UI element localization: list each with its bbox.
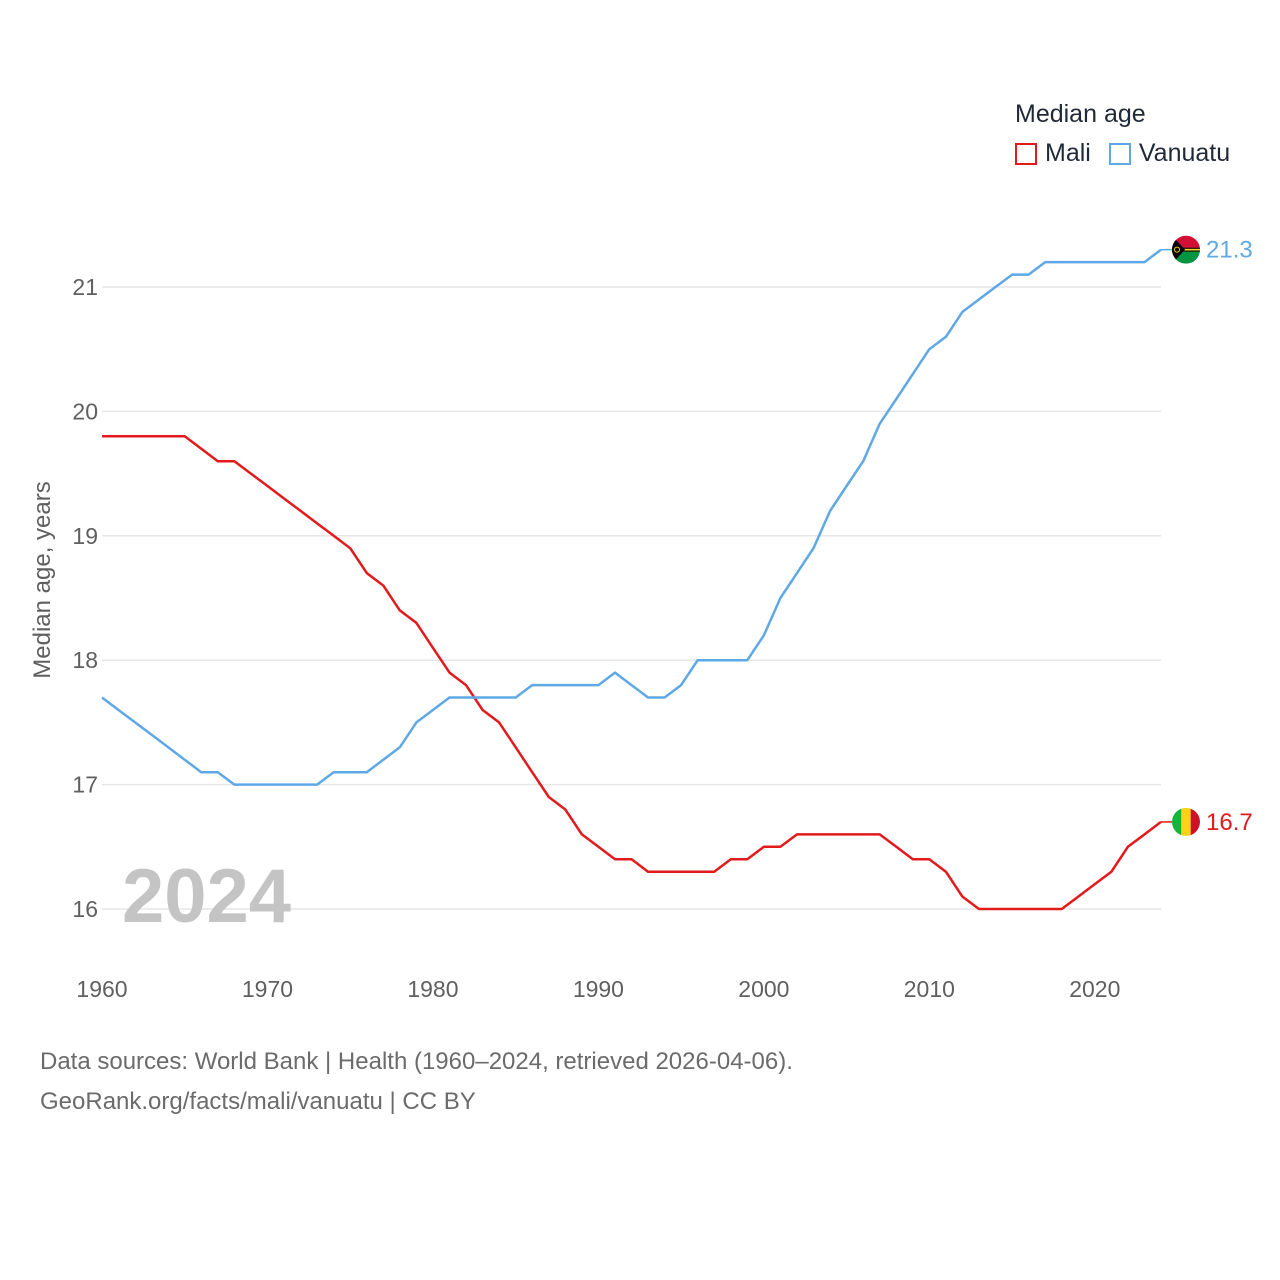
legend-title: Median age [1015,100,1146,128]
x-tick-label: 2010 [904,976,955,1002]
legend: Median age Mali Vanuatu [1015,100,1230,168]
mali-flag-icon [1172,807,1200,836]
legend-label-mali: Mali [1045,139,1091,167]
data-source-note: Data sources: World Bank | Health (1960–… [40,1042,793,1122]
end-value-label-vanuatu: 21.3 [1206,237,1253,264]
y-tick-label: 17 [72,772,98,798]
y-tick-label: 21 [72,274,98,300]
end-value-label-mali: 16.7 [1206,809,1253,836]
end-marker-mali: 16.7 [1161,807,1253,836]
y-tick-label: 16 [72,896,98,922]
x-tick-label: 1990 [573,976,624,1002]
gridlines [102,286,1161,910]
y-axis-ticks: 16 17 18 19 20 21 [72,274,98,922]
y-tick-label: 20 [72,398,98,424]
legend-label-vanuatu: Vanuatu [1138,139,1231,167]
source-line: Data sources: World Bank | Health (1960–… [40,1048,793,1075]
x-tick-label: 1960 [76,976,127,1002]
credit-line[interactable]: GeoRank.org/facts/mali/vanuatu | CC BY [40,1088,476,1115]
x-tick-label: 1970 [242,976,293,1002]
y-axis-title: Median age, years [29,481,56,678]
x-tick-label: 2000 [738,976,789,1002]
series-lines [101,248,1162,911]
legend-item-mali[interactable]: Mali [1015,139,1091,168]
highlight-year: 2024 [122,854,291,939]
series-end-markers: 16.7 21.3 [1161,235,1253,836]
vanuatu-flag-icon [1172,235,1200,264]
legend-swatch-mali [1015,142,1037,165]
x-tick-label: 2020 [1069,976,1120,1002]
x-tick-label: 1980 [407,976,458,1002]
series-line-vanuatu[interactable] [101,248,1162,786]
legend-swatch-vanuatu [1108,142,1131,165]
y-tick-label: 18 [72,647,98,673]
x-axis-ticks: 1960 1970 1980 1990 2000 2010 2020 [76,976,1120,1002]
legend-item-vanuatu[interactable]: Vanuatu [1108,139,1231,168]
y-tick-label: 19 [72,523,98,549]
end-marker-vanuatu: 21.3 [1161,235,1253,264]
series-line-mali[interactable] [102,435,1162,911]
